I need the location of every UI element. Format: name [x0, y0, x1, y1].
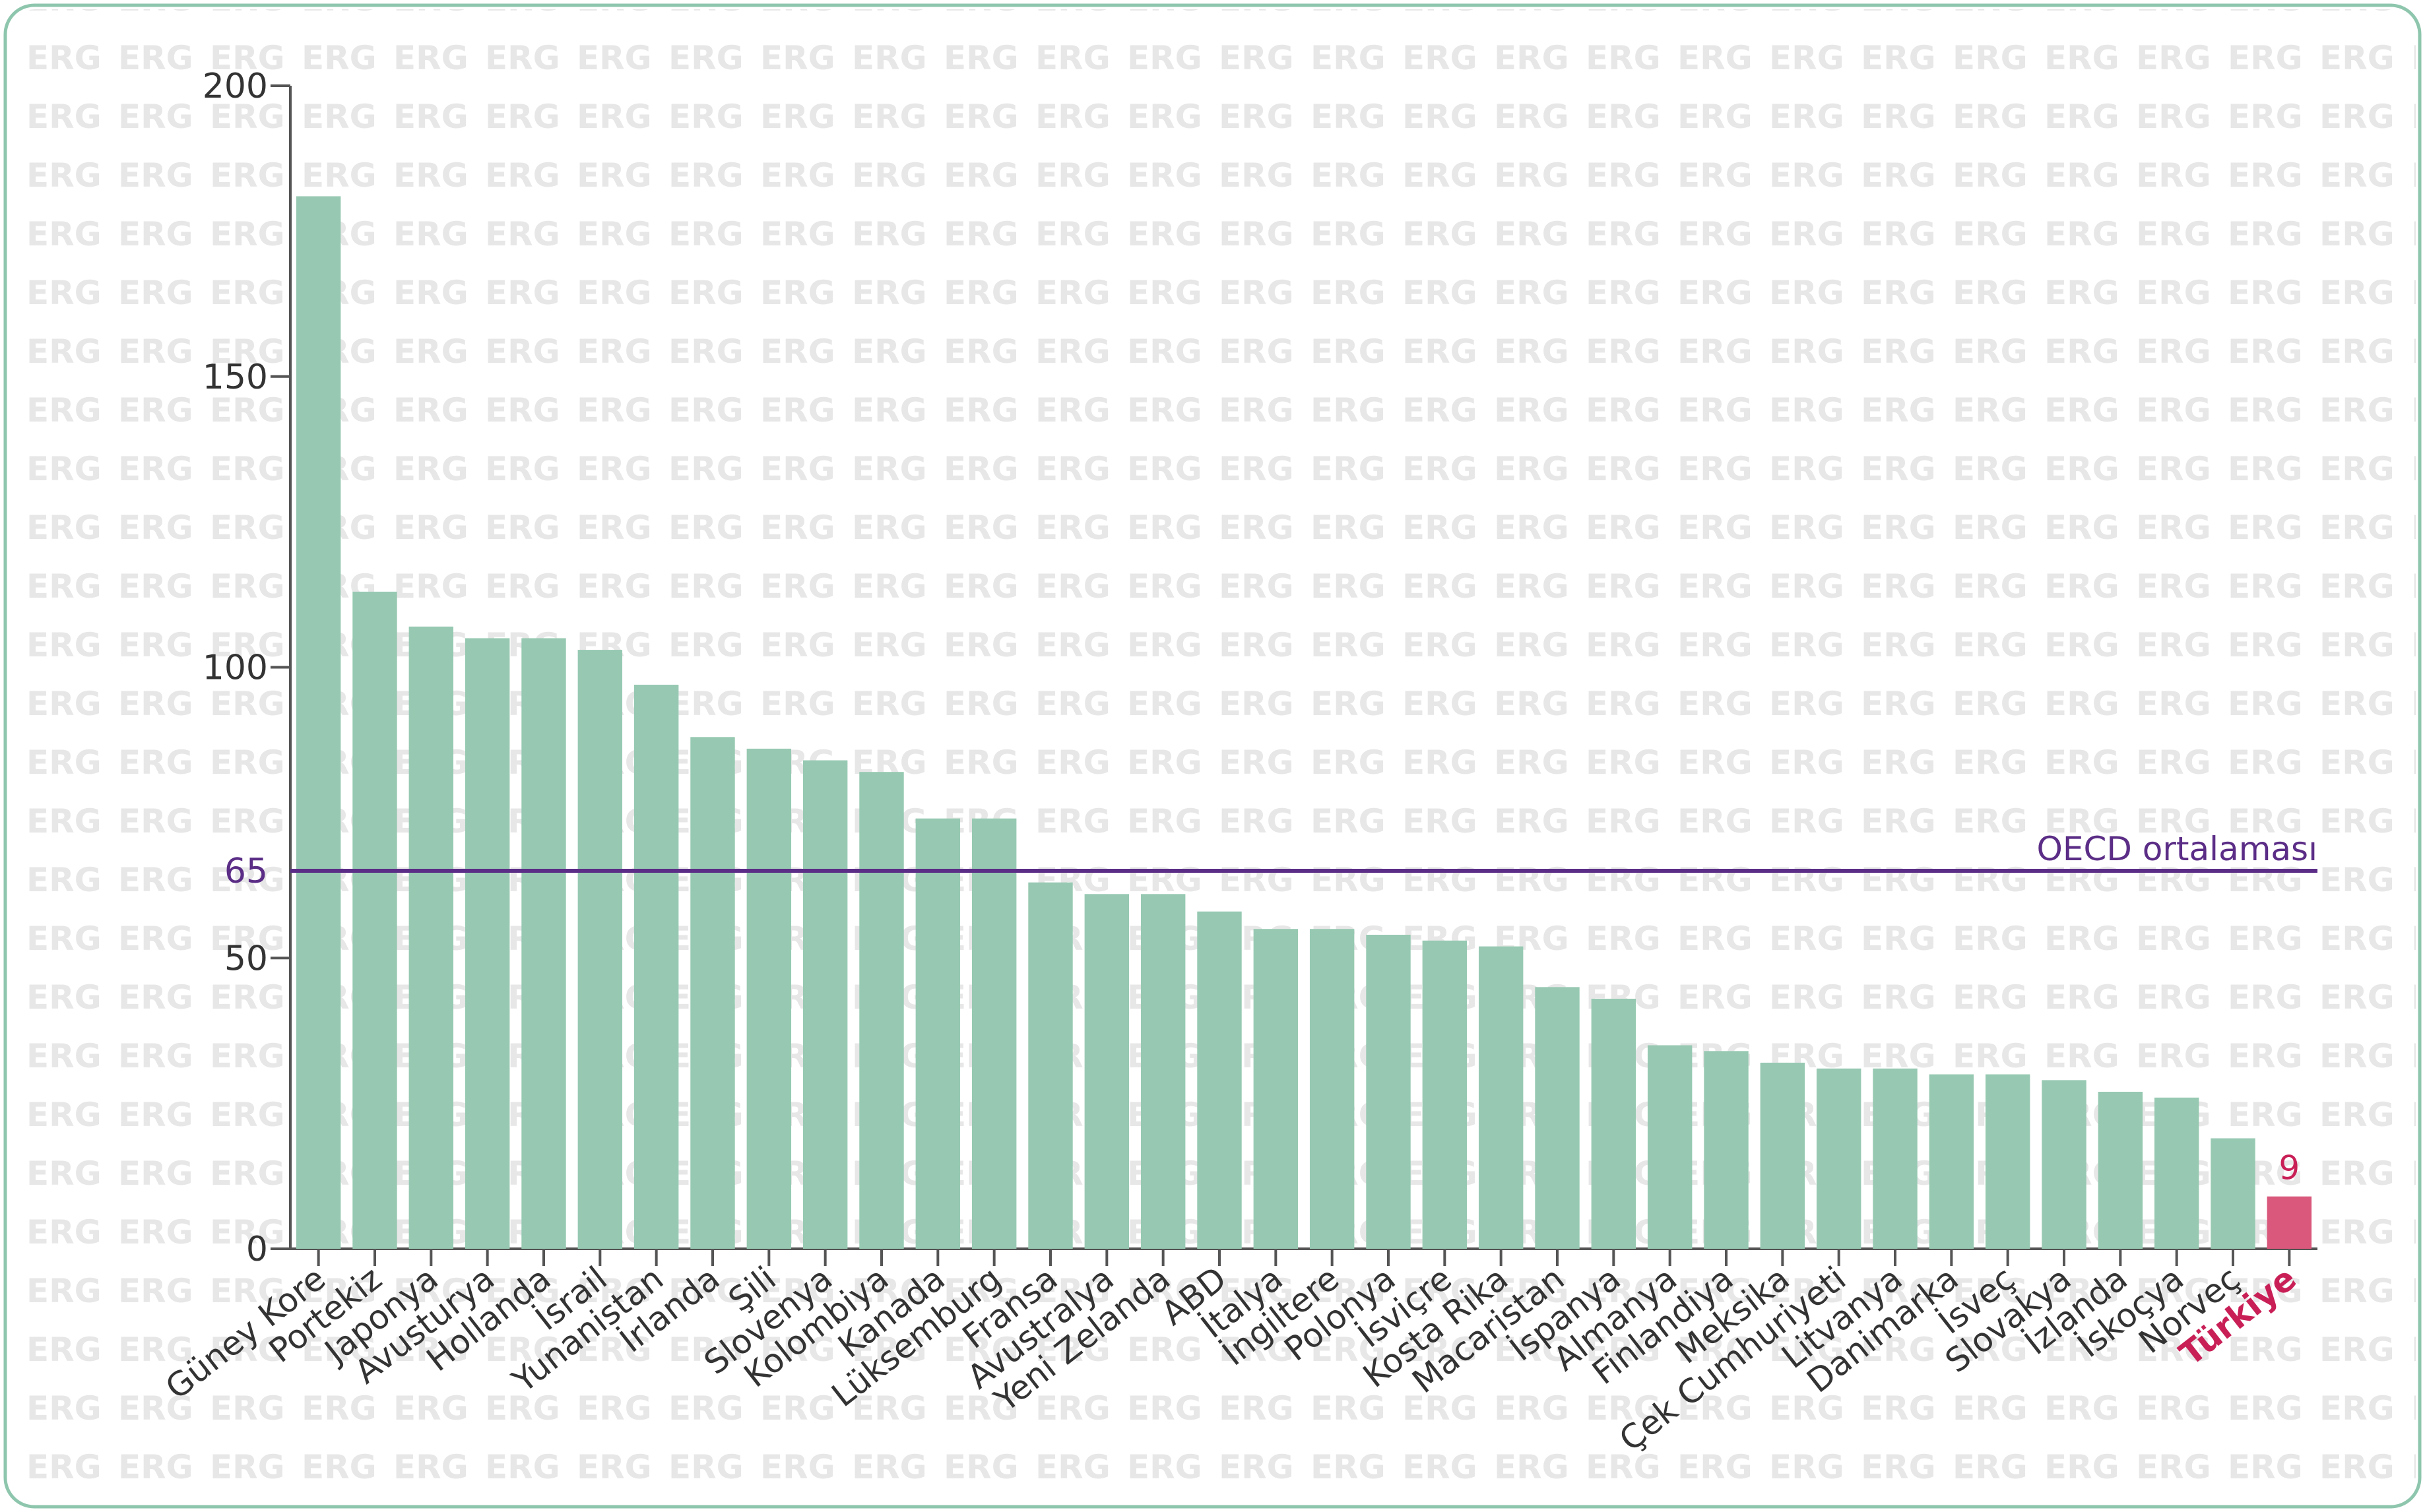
bar	[2267, 1196, 2312, 1249]
bar	[971, 818, 1017, 1249]
bar	[1140, 894, 1186, 1249]
bar	[408, 626, 454, 1249]
bar	[690, 737, 735, 1249]
bar	[1535, 987, 1580, 1249]
y-tick-label: 0	[246, 1230, 268, 1269]
bar	[1309, 929, 1355, 1249]
bar	[1422, 940, 1468, 1249]
bar	[1028, 882, 1073, 1249]
bar	[633, 684, 679, 1249]
bar	[465, 638, 510, 1249]
bar	[1929, 1074, 1974, 1249]
bars	[296, 196, 2312, 1266]
bar	[2098, 1091, 2143, 1249]
bar	[859, 772, 904, 1249]
bar	[1591, 998, 1636, 1249]
bar	[352, 591, 397, 1249]
bar	[1704, 1051, 1749, 1249]
y-tick-label: 150	[203, 358, 268, 397]
bar	[1760, 1062, 1805, 1249]
bar	[577, 650, 623, 1249]
y-axis: 0 50 100 150 200	[203, 67, 2317, 1269]
bar	[1985, 1074, 2030, 1249]
bar	[915, 818, 961, 1249]
chart-border	[3, 3, 2422, 1509]
bar	[2154, 1097, 2199, 1249]
bar	[521, 638, 566, 1249]
bar	[802, 760, 848, 1249]
annotations: 9	[2279, 1149, 2300, 1187]
data-label: 9	[2279, 1149, 2300, 1187]
y-tick-label: 50	[224, 939, 268, 978]
bar	[1647, 1045, 1693, 1249]
bar	[1197, 911, 1242, 1249]
bar	[1084, 894, 1130, 1249]
average-tick-label: 65	[224, 852, 268, 891]
bar	[1366, 934, 1411, 1249]
bar	[296, 196, 341, 1249]
y-tick-label: 200	[203, 67, 268, 106]
bar	[1816, 1068, 1861, 1249]
bar	[746, 748, 792, 1249]
bar	[1478, 946, 1524, 1249]
bar	[1873, 1068, 1918, 1249]
average-line-label: OECD ortalaması	[2037, 830, 2317, 868]
y-tick-label: 100	[203, 648, 268, 688]
bar	[2042, 1080, 2086, 1249]
bar	[2211, 1138, 2255, 1249]
average-line-group: 65 OECD ortalaması	[224, 830, 2317, 891]
bar	[1253, 929, 1299, 1249]
